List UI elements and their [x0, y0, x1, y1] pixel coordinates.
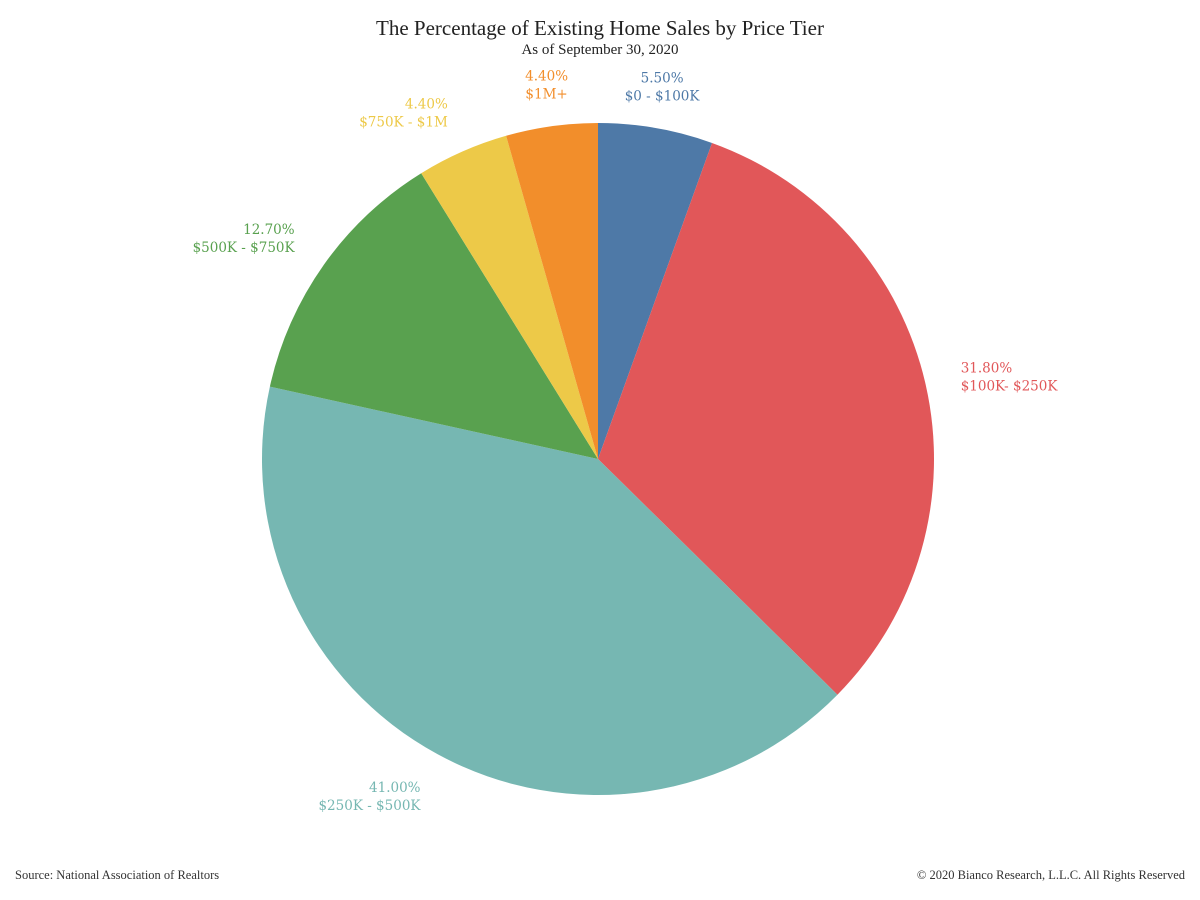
slice-value-label-2: 41.00%	[369, 780, 421, 796]
slice-value-label-5: 4.40%	[525, 69, 568, 85]
pie-slice-3	[269, 173, 598, 459]
chart-title: The Percentage of Existing Home Sales by…	[376, 16, 824, 40]
slice-category-label-3: $500K - $750K	[193, 240, 296, 256]
slice-value-label-0: 5.50%	[641, 71, 684, 87]
pie-slice-5	[506, 123, 598, 459]
pie-slice-0	[598, 122, 713, 459]
chart-subtitle: As of September 30, 2020	[521, 42, 679, 58]
slice-category-label-0: $0 - $100K	[625, 89, 701, 105]
source-note: Source: National Association of Realtors	[15, 868, 220, 882]
slice-category-label-1: $100K- $250K	[961, 379, 1059, 395]
pie-labels: 5.50% $0 - $100K 31.80% $100K- $250K 41.00% $…	[193, 69, 1059, 814]
copyright-note: © 2020 Bianco Research, L.L.C. All Right…	[916, 868, 1185, 882]
pie-slice-4	[421, 135, 598, 459]
pie-slice-1	[598, 142, 935, 695]
slice-value-label-4: 4.40%	[405, 97, 448, 113]
slice-value-label-3: 12.70%	[243, 222, 295, 238]
slice-value-label-1: 31.80%	[961, 361, 1013, 377]
pie-slices	[261, 122, 935, 796]
slice-category-label-4: $750K - $1M	[359, 115, 448, 131]
pie-slice-2	[261, 386, 838, 796]
slice-category-label-5: $1M+	[525, 87, 567, 103]
slice-category-label-2: $250K - $500K	[318, 798, 421, 814]
